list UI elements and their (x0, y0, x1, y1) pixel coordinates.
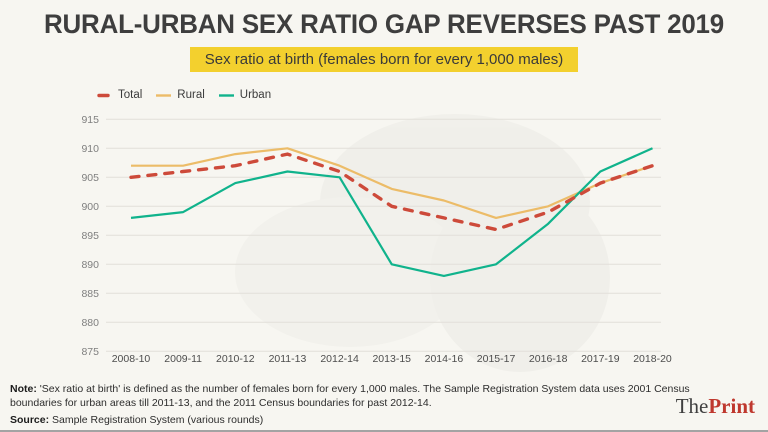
x-tick-label: 2012-14 (320, 353, 359, 365)
logo-the: The (675, 394, 709, 418)
x-tick-label: 2016-18 (529, 353, 568, 365)
legend-marker-urban-icon (218, 93, 234, 97)
watermark-baby-image (235, 114, 610, 372)
source-text: Sample Registration System (various roun… (52, 414, 264, 427)
y-axis-labels: 875 880 885 890 895 900 905 910 915 (81, 114, 99, 358)
series-line-rural (131, 147, 653, 220)
y-tick-label: 900 (81, 201, 99, 213)
y-tick-label: 875 (81, 346, 99, 358)
legend-marker-total-icon (97, 93, 110, 97)
series-line-urban (130, 147, 653, 277)
x-tick-label: 2010-12 (216, 353, 255, 365)
legend-item-rural: Rural (155, 89, 205, 101)
x-tick-label: 2009-11 (164, 353, 202, 365)
chart-legend: Total Rural Urban (96, 89, 271, 101)
source-label: Source: (10, 414, 50, 427)
subtitle-row: Sex ratio at birth (females born for eve… (0, 47, 768, 72)
subtitle-highlight: Sex ratio at birth (females born for eve… (189, 47, 579, 72)
note-text: 'Sex ratio at birth' is defined as the n… (10, 383, 690, 410)
y-tick-label: 905 (81, 172, 99, 184)
x-axis-labels: 2008-10 2009-11 2010-12 2011-13 2012-14 2013-… (112, 353, 672, 365)
legend-item-total: Total (96, 89, 142, 101)
y-tick-label: 890 (81, 259, 99, 271)
series-line-total (129, 152, 655, 232)
footer-source: Source: Sample Registration System (vari… (10, 413, 710, 427)
y-tick-label: 895 (81, 230, 99, 242)
note-label: Note: (10, 383, 37, 395)
footer: Note: 'Sex ratio at birth' is defined as… (10, 382, 710, 428)
y-tick-label: 915 (81, 114, 99, 126)
page-title: RURAL-URBAN SEX RATIO GAP REVERSES PAST … (43, 9, 725, 39)
theprint-logo: ThePrint (676, 394, 755, 419)
x-tick-label: 2008-10 (112, 353, 151, 365)
footer-note: Note: 'Sex ratio at birth' is defined as… (10, 382, 710, 410)
y-tick-label: 910 (81, 143, 99, 155)
legend-item-urban: Urban (218, 89, 271, 101)
legend-label: Urban (239, 89, 272, 101)
logo-print: Print (708, 394, 755, 418)
legend-label: Rural (177, 89, 205, 101)
x-tick-label: 2011-13 (269, 353, 307, 365)
y-tick-label: 880 (81, 317, 99, 329)
x-tick-label: 2013-15 (372, 353, 411, 365)
x-tick-label: 2017-19 (581, 353, 620, 365)
x-tick-label: 2018-20 (633, 353, 672, 365)
sex-ratio-line-chart: 875 880 885 890 895 900 905 910 915 2008-10 2009-1… (81, 114, 672, 372)
gridlines (106, 118, 661, 352)
legend-label: Total (118, 89, 143, 101)
y-tick-label: 885 (81, 288, 99, 300)
legend-marker-rural-icon (156, 93, 172, 97)
x-tick-label: 2014-16 (425, 353, 464, 365)
x-tick-label: 2015-17 (477, 353, 516, 365)
